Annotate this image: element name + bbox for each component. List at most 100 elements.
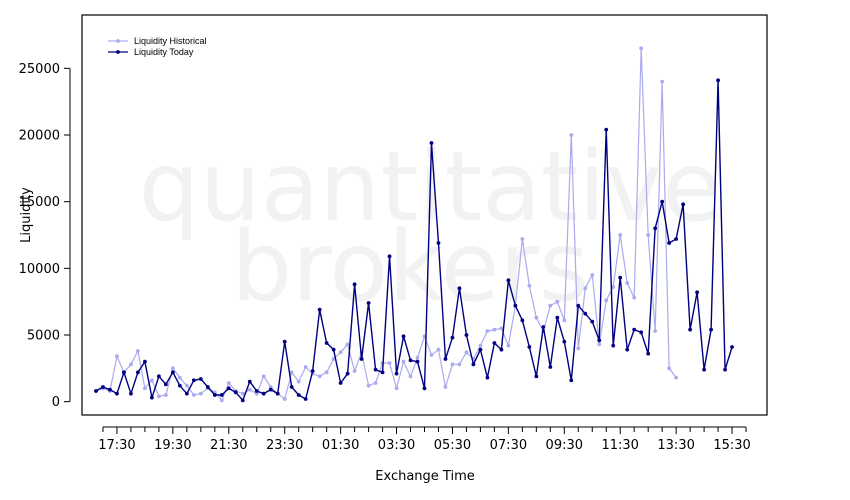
data-point <box>597 342 602 347</box>
data-point <box>108 387 112 392</box>
y-axis: 0 5000 10000 15000 20000 25000 <box>19 62 71 410</box>
data-point <box>163 393 168 397</box>
data-point <box>604 298 609 303</box>
x-tick-label: 09:30 <box>546 438 583 453</box>
data-point <box>115 391 119 396</box>
data-point <box>191 393 196 397</box>
legend-swatch-point <box>116 50 120 54</box>
data-point <box>443 357 448 361</box>
data-point <box>394 386 399 391</box>
data-point <box>478 343 483 348</box>
data-point <box>338 350 343 355</box>
data-point <box>534 374 539 379</box>
y-tick-label: 25000 <box>19 62 60 77</box>
data-point <box>457 362 462 367</box>
data-point <box>576 346 581 351</box>
data-point <box>667 241 672 245</box>
data-point <box>730 345 734 349</box>
data-point <box>122 370 126 375</box>
data-point <box>450 362 455 367</box>
data-point <box>345 342 350 347</box>
data-point <box>296 393 301 397</box>
data-point <box>681 202 686 207</box>
data-point <box>583 311 588 316</box>
x-tick-label: 05:30 <box>434 438 471 453</box>
data-point <box>436 241 441 245</box>
data-point <box>471 362 476 367</box>
data-point <box>387 254 392 259</box>
x-tick-label: 15:30 <box>713 438 750 453</box>
data-point <box>674 237 679 241</box>
data-point <box>261 374 266 379</box>
data-point <box>688 327 693 332</box>
data-point <box>667 366 672 371</box>
data-point <box>143 359 147 364</box>
data-point <box>331 357 336 361</box>
data-point <box>562 318 567 323</box>
series-layer <box>94 46 734 403</box>
data-point <box>205 385 210 389</box>
data-point <box>639 46 644 51</box>
data-point <box>136 349 140 353</box>
watermark-line2: brokers <box>231 211 589 323</box>
series-today <box>94 78 734 403</box>
data-point <box>429 141 434 145</box>
data-point <box>618 233 623 237</box>
data-point <box>170 366 175 371</box>
x-tick-label: 07:30 <box>490 438 527 453</box>
y-tick-label: 5000 <box>27 329 60 344</box>
data-point <box>618 275 623 280</box>
y-tick-label: 20000 <box>19 129 60 144</box>
data-point <box>639 330 644 335</box>
data-point <box>485 329 490 333</box>
data-point <box>317 374 322 379</box>
data-point <box>163 382 168 387</box>
data-point <box>709 327 713 332</box>
data-point <box>464 350 469 355</box>
data-point <box>499 347 504 352</box>
data-point <box>632 327 637 332</box>
data-point <box>590 273 595 277</box>
data-point <box>401 334 406 339</box>
data-point <box>646 233 651 237</box>
data-point <box>156 394 161 399</box>
data-point <box>380 370 385 375</box>
data-point <box>555 315 560 320</box>
data-point <box>457 286 462 291</box>
data-point <box>317 307 322 312</box>
data-point <box>226 386 231 391</box>
data-point <box>366 301 371 305</box>
data-point <box>94 389 98 393</box>
data-point <box>129 362 133 367</box>
data-point <box>156 374 161 379</box>
data-point <box>303 365 308 369</box>
data-point <box>394 371 399 376</box>
data-point <box>450 335 455 340</box>
data-point <box>129 391 133 396</box>
watermark: quantitative brokers <box>139 131 721 323</box>
data-point <box>604 127 609 132</box>
x-tick-label: 03:30 <box>378 438 415 453</box>
data-point <box>373 367 378 372</box>
data-point <box>506 343 511 348</box>
data-point <box>583 286 588 291</box>
legend-swatch-point <box>116 39 120 43</box>
y-tick-label: 0 <box>52 395 60 410</box>
data-point <box>569 378 574 383</box>
data-point <box>198 377 203 381</box>
data-point <box>212 393 217 397</box>
data-point <box>569 133 574 137</box>
data-point <box>513 303 518 308</box>
y-axis-label: Liquidity <box>19 187 34 243</box>
data-point <box>143 386 147 391</box>
data-point <box>478 347 483 352</box>
data-point <box>674 375 679 380</box>
data-point <box>555 299 560 304</box>
data-point <box>660 79 665 84</box>
data-point <box>324 341 329 345</box>
data-point <box>590 319 595 324</box>
data-point <box>345 371 350 376</box>
data-point <box>184 383 189 388</box>
